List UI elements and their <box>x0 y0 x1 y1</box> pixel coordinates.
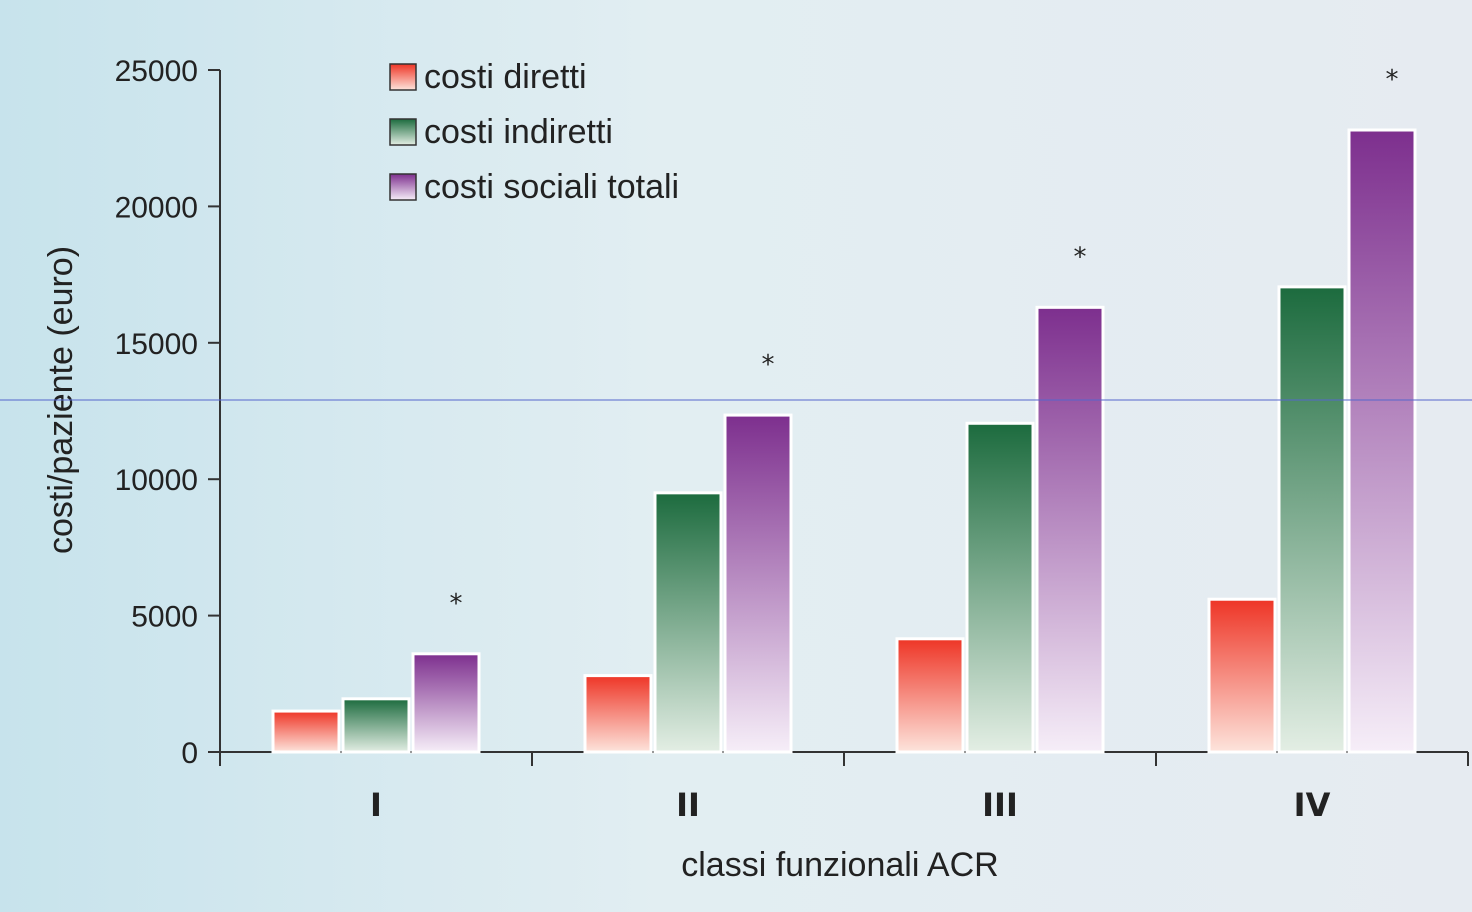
bar-costi-indiretti-IV <box>1277 285 1347 754</box>
legend-label: costi sociali totali <box>424 168 679 206</box>
y-tick-label: 20000 <box>115 191 198 224</box>
bars <box>271 128 1417 754</box>
significance-marker: * <box>762 350 775 380</box>
y-tick-label: 10000 <box>115 464 198 497</box>
bar-costi-sociali-totali-II <box>723 413 793 754</box>
y-tick-label: 15000 <box>115 328 198 361</box>
legend-swatch <box>389 173 417 201</box>
x-axis-title: classi funzionali ACR <box>681 846 998 884</box>
legend-swatch <box>389 63 417 91</box>
bar-costi-sociali-totali-III <box>1035 305 1105 754</box>
bar-costi-diretti-I <box>271 709 341 754</box>
y-tick-label: 5000 <box>131 601 198 634</box>
legend-label: costi diretti <box>424 58 587 96</box>
bar-costi-indiretti-I <box>341 697 411 754</box>
x-tick-label: IV <box>1294 786 1331 824</box>
x-tick-label: I <box>370 786 382 824</box>
x-tick-label: III <box>982 786 1018 824</box>
labels: 0 5000 10000 15000 20000 25000 * I * II * III * IV <box>115 55 1399 824</box>
bar-costi-indiretti-III <box>965 421 1035 754</box>
legend-label: costi indiretti <box>424 113 613 151</box>
y-tick-label: 25000 <box>115 55 198 88</box>
bar-costi-diretti-IV <box>1207 597 1277 754</box>
significance-marker: * <box>450 589 463 619</box>
y-tick-label: 0 <box>181 737 198 770</box>
significance-marker: * <box>1074 242 1087 272</box>
bar-costi-diretti-II <box>583 674 653 754</box>
bar-costi-sociali-totali-I <box>411 652 481 754</box>
bar-costi-diretti-III <box>895 637 965 754</box>
x-tick-label: II <box>676 786 700 824</box>
significance-marker: * <box>1386 65 1399 95</box>
bar-costi-indiretti-II <box>653 491 723 754</box>
legend: costi diretti costi indiretti costi social… <box>389 58 679 206</box>
bar-costi-sociali-totali-IV <box>1347 128 1417 754</box>
legend-swatch <box>389 118 417 146</box>
